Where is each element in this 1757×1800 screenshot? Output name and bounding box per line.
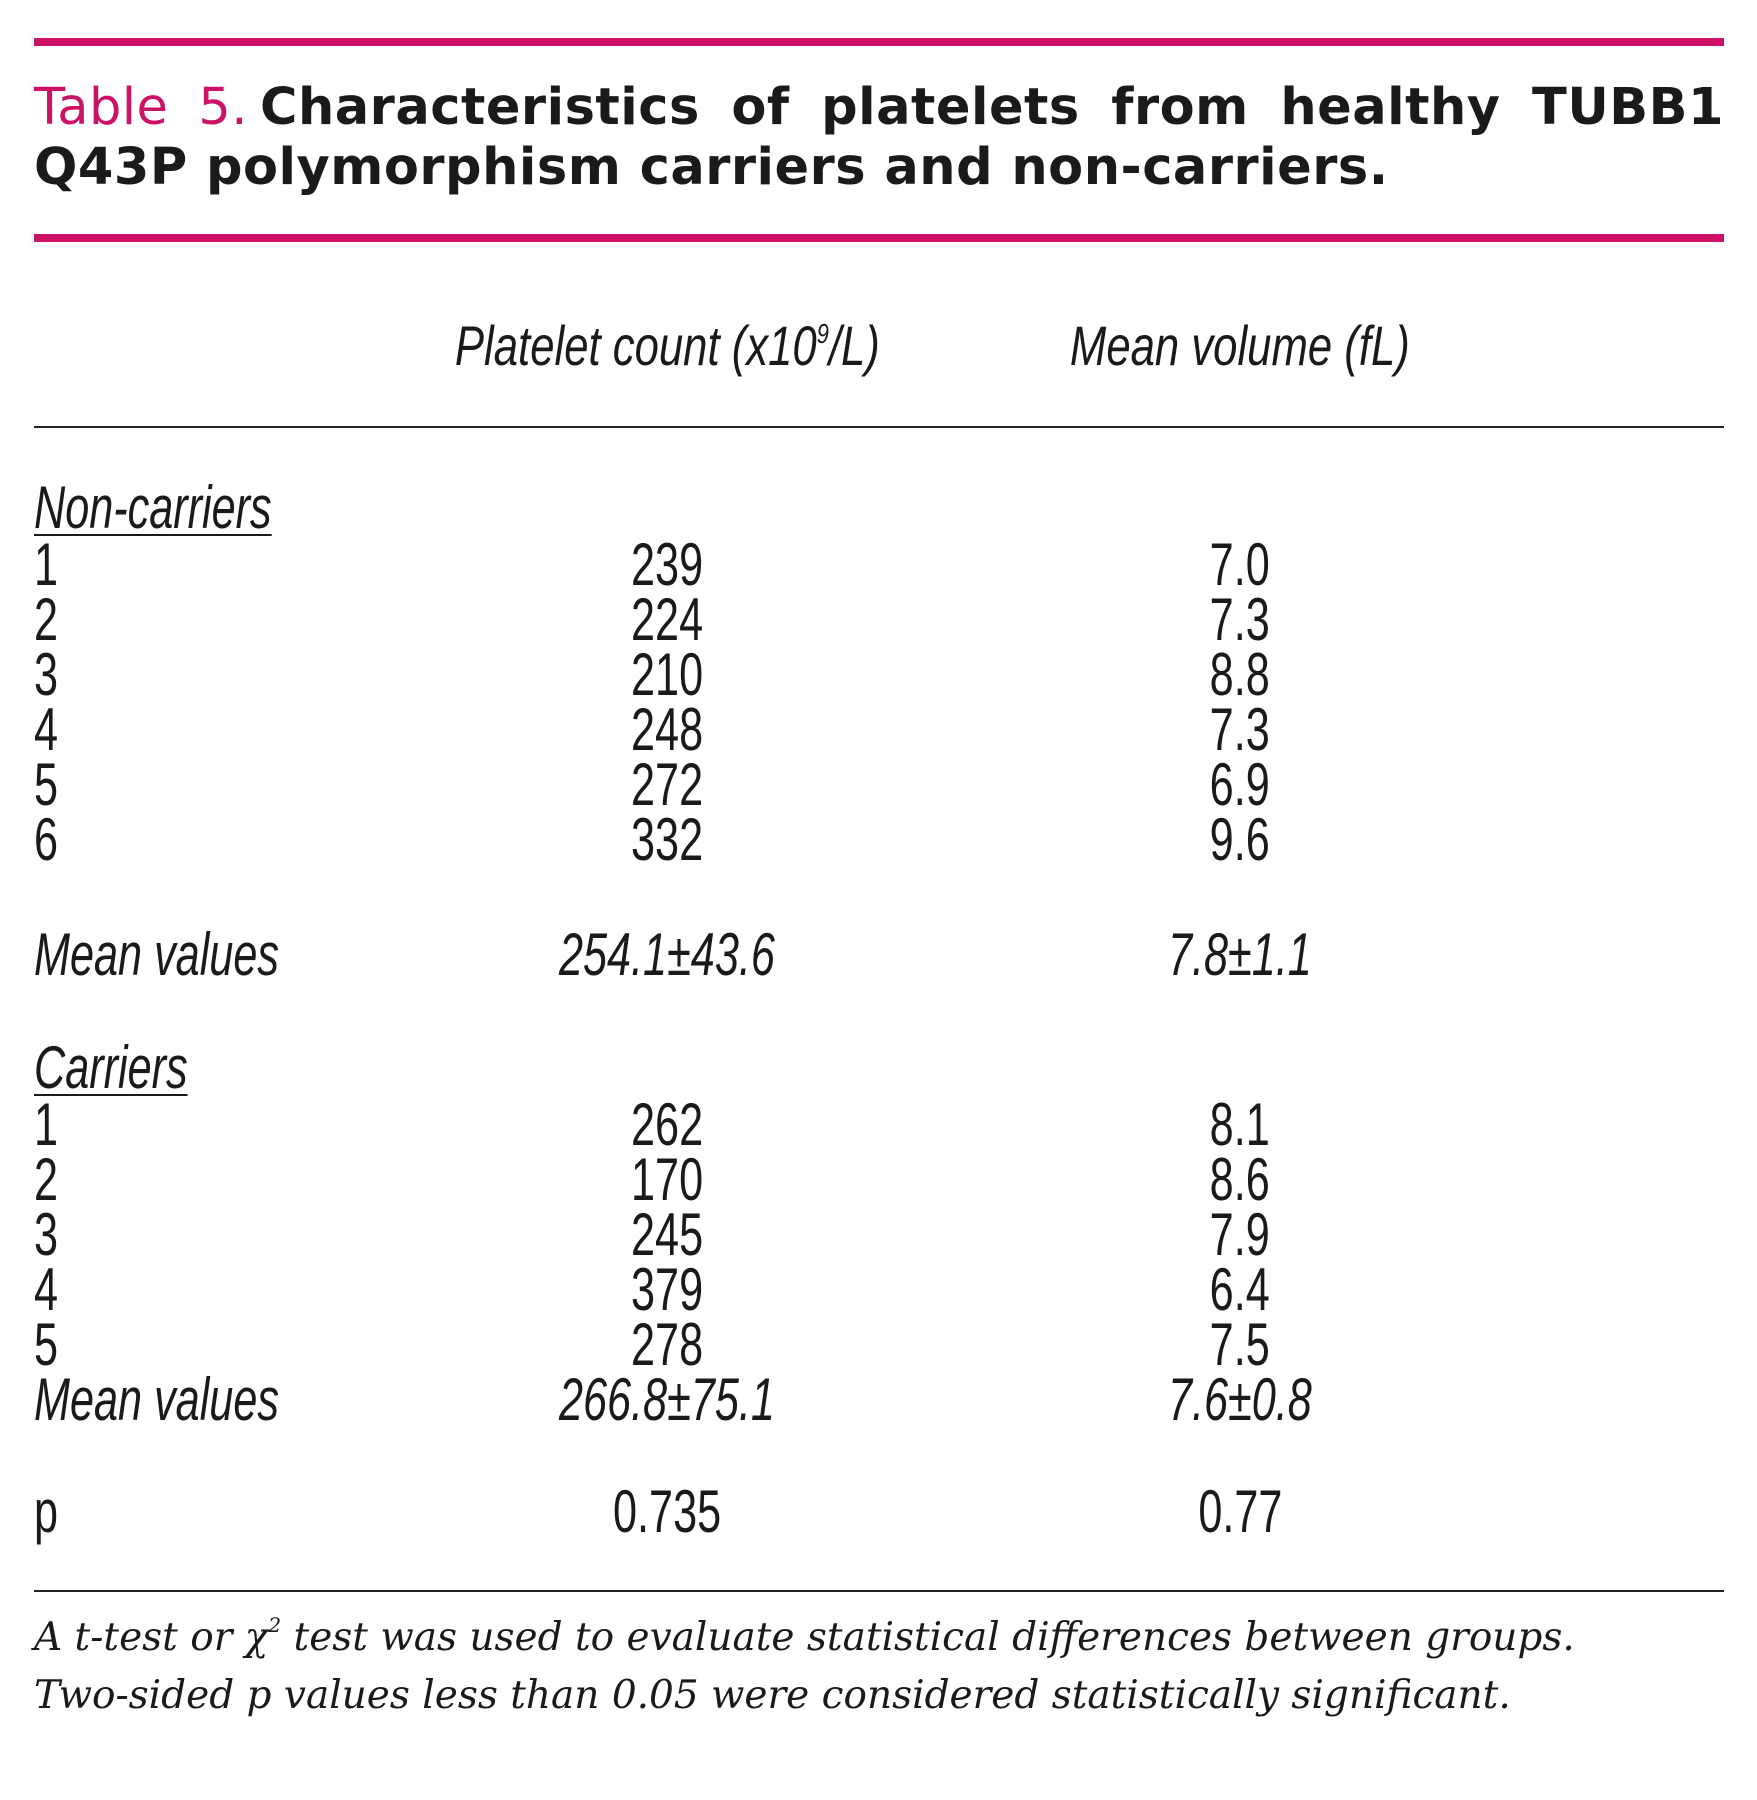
table-cell-platelet-count: 262 — [630, 1091, 704, 1158]
mean-platelet-count-non-carriers: 254.1±43.6 — [559, 921, 775, 988]
table-row-id: 1 — [34, 1091, 59, 1158]
column-header-platelet-count-prefix: Platelet count (x10 — [454, 314, 817, 377]
table-cell-mean-volume: 7.0 — [1209, 531, 1271, 598]
table-cell-platelet-count: 239 — [630, 531, 704, 598]
table-row-id: 1 — [34, 531, 59, 598]
mean-values-label-non-carriers: Mean values — [34, 921, 279, 988]
table-cell-platelet-count: 332 — [630, 806, 704, 873]
table-cell-mean-volume: 8.1 — [1209, 1091, 1271, 1158]
table-cell-platelet-count: 379 — [630, 1256, 704, 1323]
table-cell-mean-volume: 7.5 — [1209, 1311, 1271, 1378]
mean-values-label-carriers: Mean values — [34, 1366, 279, 1433]
table-cell-platelet-count: 170 — [630, 1146, 704, 1213]
section-label-non-carriers: Non-carriers — [34, 474, 272, 541]
table-cell-mean-volume: 6.4 — [1209, 1256, 1271, 1323]
table-row-id: 3 — [34, 641, 59, 708]
header-divider — [34, 426, 1724, 428]
table-cell-mean-volume: 6.9 — [1209, 751, 1271, 818]
table-row-id: 6 — [34, 806, 59, 873]
footnote-superscript: 2 — [268, 1613, 282, 1637]
footnote-line-1: A t-test or χ2 test was used to evaluate… — [34, 1610, 1724, 1666]
table-row-id: 4 — [34, 696, 59, 763]
p-value-mean-volume: 0.77 — [1197, 1478, 1283, 1545]
table-bottom-divider — [34, 1590, 1724, 1592]
table-row-id: 2 — [34, 1146, 59, 1213]
column-header-platelet-count-suffix: /L) — [828, 314, 880, 377]
p-value-label: p — [34, 1478, 59, 1545]
table-cell-mean-volume: 7.9 — [1209, 1201, 1271, 1268]
table-cell-platelet-count: 210 — [630, 641, 704, 708]
footnote-line-2: Two-sided p values less than 0.05 were c… — [34, 1668, 1724, 1724]
column-header-mean-volume: Mean volume (fL) — [940, 316, 1540, 376]
mean-platelet-count-carriers: 266.8±75.1 — [559, 1366, 775, 1433]
footnote-line-2-text: Two-sided p values less than 0.05 were c… — [34, 1673, 1511, 1718]
column-header-mean-volume-text: Mean volume (fL) — [1070, 314, 1410, 377]
table-row-id: 5 — [34, 751, 59, 818]
footnote-line-1-prefix: A t-test or χ — [34, 1615, 269, 1660]
table-label: Table 5. — [34, 78, 249, 137]
column-header-platelet-count: Platelet count (x109/L) — [367, 316, 967, 376]
mean-volume-carriers: 7.6±0.8 — [1168, 1366, 1312, 1433]
table-title-text: Characteristics of platelets from health… — [34, 78, 1724, 197]
table-row-id: 4 — [34, 1256, 59, 1323]
table-title: Table 5. Characteristics of platelets fro… — [34, 78, 1724, 198]
table-cell-mean-volume: 9.6 — [1209, 806, 1271, 873]
table-row-id: 5 — [34, 1311, 59, 1378]
title-bottom-accent-rule — [34, 234, 1724, 242]
table-cell-mean-volume: 8.8 — [1209, 641, 1271, 708]
top-accent-rule — [34, 38, 1724, 46]
table-row-id: 2 — [34, 586, 59, 653]
table-cell-mean-volume: 7.3 — [1209, 696, 1271, 763]
table-cell-platelet-count: 272 — [630, 751, 704, 818]
footnote-line-1-suffix: test was used to evaluate statistical di… — [281, 1615, 1575, 1660]
table-row-id: 3 — [34, 1201, 59, 1268]
mean-volume-non-carriers: 7.8±1.1 — [1168, 921, 1312, 988]
table-cell-platelet-count: 248 — [630, 696, 704, 763]
table-cell-mean-volume: 8.6 — [1209, 1146, 1271, 1213]
column-header-platelet-count-superscript: 9 — [816, 318, 829, 349]
table-cell-mean-volume: 7.3 — [1209, 586, 1271, 653]
p-value-platelet-count: 0.735 — [612, 1478, 722, 1545]
section-label-carriers: Carriers — [34, 1034, 188, 1101]
table-cell-platelet-count: 224 — [630, 586, 704, 653]
table-cell-platelet-count: 245 — [630, 1201, 704, 1268]
table-cell-platelet-count: 278 — [630, 1311, 704, 1378]
